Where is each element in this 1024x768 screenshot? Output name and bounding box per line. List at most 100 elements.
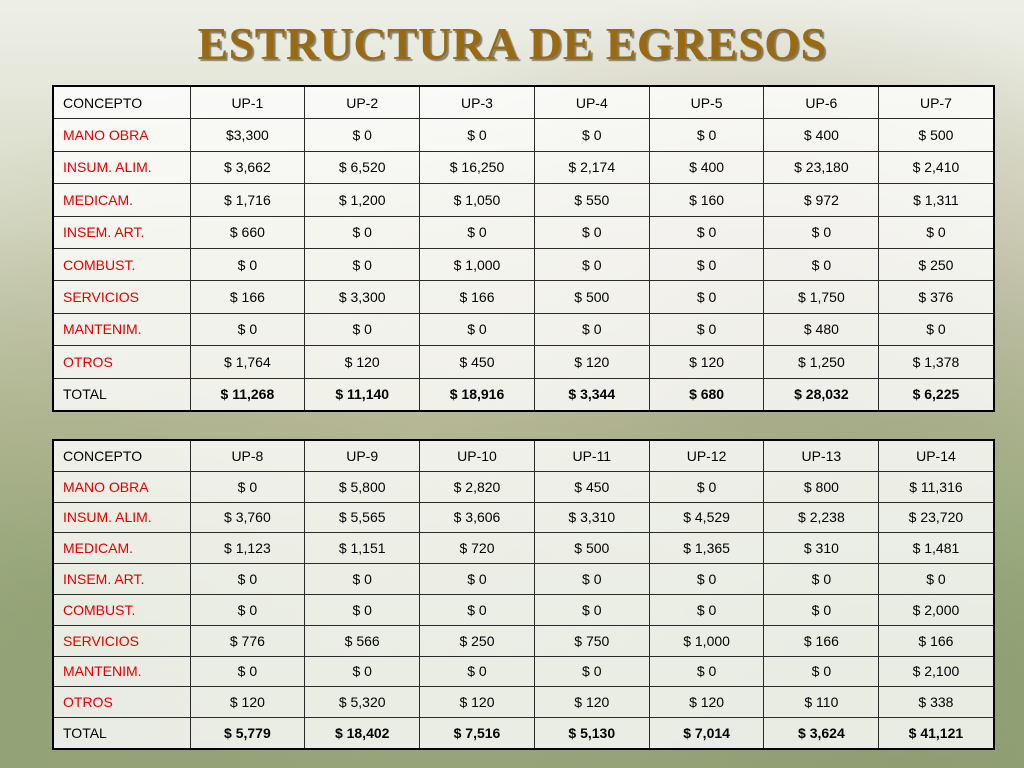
row-label: MANTENIM. — [52, 312, 191, 347]
table-cell: $ 0 — [189, 593, 306, 626]
table-row: MANTENIM. $ 0 $ 0 $ 0 $ 0 $ 0 $ 0 $ 2,100 — [52, 655, 995, 688]
table-cell: $ 400 — [763, 118, 880, 152]
table-cell: $ 0 — [533, 215, 650, 249]
table-cell: $ 500 — [533, 280, 650, 314]
table-cell: $ 0 — [648, 470, 765, 503]
header-cell-unit: UP-7 — [878, 85, 995, 120]
table-cell: $ 120 — [533, 686, 650, 719]
table-cell: $ 120 — [189, 686, 306, 719]
table-cell: $ 0 — [419, 215, 535, 249]
table-cell: $ 1,000 — [648, 624, 765, 657]
table-cell: $ 0 — [648, 593, 765, 626]
table-cell: $ 750 — [533, 624, 650, 657]
table-cell: $ 0 — [878, 215, 995, 249]
total-cell: $ 7,014 — [648, 717, 765, 750]
row-label: SERVICIOS — [52, 280, 191, 314]
table-header-row: CONCEPTO UP-1 UP-2 UP-3 UP-4 UP-5 UP-6 UP-7 — [52, 85, 995, 120]
table-cell: $ 338 — [878, 686, 995, 719]
table-cell: $ 1,123 — [189, 532, 306, 565]
total-cell: $ 5,130 — [533, 717, 650, 750]
table-cell: $ 16,250 — [419, 150, 535, 185]
row-label: INSUM. ALIM. — [52, 501, 191, 534]
table-cell: $ 0 — [419, 593, 535, 626]
total-cell: $ 18,402 — [304, 717, 421, 750]
table-row: INSEM. ART. $ 0 $ 0 $ 0 $ 0 $ 0 $ 0 $ 0 — [52, 563, 995, 595]
table-cell: $ 0 — [189, 655, 306, 688]
row-label: COMBUST. — [52, 247, 191, 282]
total-cell: $ 5,779 — [189, 717, 306, 750]
table-cell: $ 776 — [189, 624, 306, 657]
table-cell: $ 160 — [648, 183, 765, 217]
total-label: TOTAL — [52, 377, 191, 412]
row-label: SERVICIOS — [52, 624, 191, 657]
table-row: MANO OBRA $3,300 $ 0 $ 0 $ 0 $ 0 $ 400 $ 500 — [52, 118, 995, 152]
total-cell: $ 11,268 — [189, 377, 306, 412]
table-cell: $ 5,320 — [304, 686, 421, 719]
table-cell: $ 23,180 — [763, 150, 880, 185]
header-cell-unit: UP-5 — [648, 85, 765, 120]
table-cell: $ 0 — [419, 312, 535, 347]
table-cell: $ 0 — [648, 215, 765, 249]
table-cell: $ 0 — [763, 215, 880, 249]
table-cell: $ 1,764 — [189, 345, 306, 379]
table-cell: $ 0 — [304, 563, 421, 595]
table-cell: $ 0 — [419, 655, 535, 688]
table-row: SERVICIOS $ 776 $ 566 $ 250 $ 750 $ 1,000 $ 16… — [52, 624, 995, 657]
expense-table-up1-up7: CONCEPTO UP-1 UP-2 UP-3 UP-4 UP-5 UP-6 UP-7 MANO… — [52, 85, 995, 412]
table-cell: $ 376 — [878, 280, 995, 314]
table-cell: $ 120 — [533, 345, 650, 379]
table-cell: $ 1,750 — [763, 280, 880, 314]
slide-title: ESTRUCTURA DE EGRESOS — [197, 18, 827, 69]
header-cell-unit: UP-3 — [419, 85, 535, 120]
table-cell: $ 120 — [648, 686, 765, 719]
table-cell: $ 0 — [763, 655, 880, 688]
table-cell: $ 6,520 — [304, 150, 421, 185]
header-cell-unit: UP-4 — [533, 85, 650, 120]
table-cell: $ 0 — [763, 593, 880, 626]
table-cell: $ 0 — [648, 312, 765, 347]
total-cell: $ 6,225 — [878, 377, 995, 412]
table-cell: $ 5,565 — [304, 501, 421, 534]
table-cell: $ 1,481 — [878, 532, 995, 565]
row-label: MANTENIM. — [52, 655, 191, 688]
table-cell: $ 2,100 — [878, 655, 995, 688]
header-cell-concept: CONCEPTO — [52, 439, 191, 472]
table-header-row: CONCEPTO UP-8 UP-9 UP-10 UP-11 UP-12 UP-13 UP-1… — [52, 439, 995, 472]
table-row: INSEM. ART. $ 660 $ 0 $ 0 $ 0 $ 0 $ 0 $ 0 — [52, 215, 995, 249]
table-row: SERVICIOS $ 166 $ 3,300 $ 166 $ 500 $ 0 $ 1,75… — [52, 280, 995, 314]
table-cell: $ 0 — [304, 215, 421, 249]
row-label: INSUM. ALIM. — [52, 150, 191, 185]
row-label: INSEM. ART. — [52, 563, 191, 595]
total-row: TOTAL $ 11,268 $ 11,140 $ 18,916 $ 3,344 $ 68… — [52, 377, 995, 412]
table-cell: $ 0 — [648, 118, 765, 152]
table-cell: $ 4,529 — [648, 501, 765, 534]
table-cell: $ 2,174 — [533, 150, 650, 185]
header-cell-unit: UP-8 — [189, 439, 306, 472]
table-cell: $ 120 — [419, 686, 535, 719]
table-cell: $ 450 — [419, 345, 535, 379]
table-row: COMBUST. $ 0 $ 0 $ 1,000 $ 0 $ 0 $ 0 $ 250 — [52, 247, 995, 282]
table-cell: $ 660 — [189, 215, 306, 249]
table-cell: $ 480 — [763, 312, 880, 347]
table-cell: $ 0 — [878, 563, 995, 595]
table-cell: $ 0 — [763, 247, 880, 282]
table-cell: $ 400 — [648, 150, 765, 185]
table-cell: $ 1,200 — [304, 183, 421, 217]
table-cell: $ 1,000 — [419, 247, 535, 282]
total-cell: $ 3,344 — [533, 377, 650, 412]
table-cell: $ 2,000 — [878, 593, 995, 626]
table-cell: $ 1,365 — [648, 532, 765, 565]
table-cell: $ 0 — [648, 247, 765, 282]
table-cell: $ 0 — [189, 563, 306, 595]
table-cell: $ 1,050 — [419, 183, 535, 217]
table-row: MEDICAM. $ 1,716 $ 1,200 $ 1,050 $ 550 $ 160 $… — [52, 183, 995, 217]
table-cell: $ 1,716 — [189, 183, 306, 217]
table-row: INSUM. ALIM. $ 3,760 $ 5,565 $ 3,606 $ 3,310… — [52, 501, 995, 534]
table-cell: $ 120 — [648, 345, 765, 379]
header-cell-unit: UP-6 — [763, 85, 880, 120]
table-row: MANTENIM. $ 0 $ 0 $ 0 $ 0 $ 0 $ 480 $ 0 — [52, 312, 995, 347]
table-cell: $ 0 — [189, 470, 306, 503]
header-cell-unit: UP-13 — [763, 439, 880, 472]
total-cell: $ 7,516 — [419, 717, 535, 750]
row-label: OTROS — [52, 686, 191, 719]
